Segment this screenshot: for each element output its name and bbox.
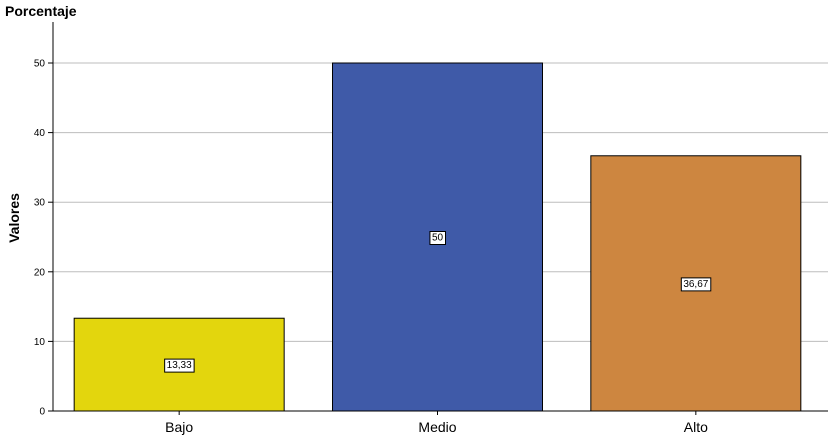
y-tick-label-30: 30	[34, 198, 46, 209]
x-tick-label-medio: Medio	[418, 419, 456, 435]
y-tick-label-40: 40	[34, 128, 46, 139]
chart-title: Porcentaje	[5, 3, 77, 19]
data-label-text: 50	[432, 233, 444, 244]
y-axis-label: Valores	[6, 193, 22, 243]
y-tick-label-0: 0	[39, 407, 45, 418]
data-label-bajo: 13,33	[164, 358, 195, 373]
bars	[73, 62, 802, 412]
data-label-medio: 50	[429, 231, 446, 245]
data-label-text: 36,67	[683, 279, 708, 290]
data-labels: 13,33 50 36,67	[164, 231, 712, 373]
y-ticks: 0 10 20 30 40 50	[34, 59, 53, 418]
data-label-alto: 36,67	[680, 277, 712, 292]
data-label-box	[164, 358, 195, 373]
data-label-box	[429, 231, 446, 245]
x-ticks: Bajo Medio Alto	[165, 411, 708, 435]
x-tick-label-alto: Alto	[684, 419, 708, 435]
data-label-text: 13,33	[167, 360, 192, 371]
y-tick-label-50: 50	[34, 59, 46, 70]
x-tick-label-bajo: Bajo	[165, 419, 193, 435]
y-tick-label-10: 10	[34, 337, 46, 348]
data-label-box	[680, 277, 712, 292]
axes	[52, 22, 828, 412]
y-tick-label-20: 20	[34, 267, 46, 278]
